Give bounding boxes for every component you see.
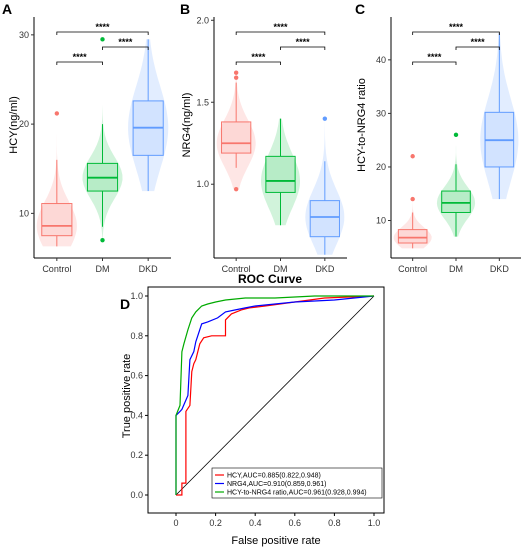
panel-d-letter: D (120, 296, 130, 312)
outlier-point (233, 70, 239, 75)
roc-y-tick-label: 1.0 (130, 291, 143, 301)
x-tick-label: Control (42, 264, 71, 274)
panel-a-letter: A (2, 1, 12, 17)
roc-series-2 (175, 295, 374, 495)
significance-label: **** (427, 52, 442, 62)
y-tick-label: 2.0 (196, 15, 209, 25)
significance-bracket (412, 61, 457, 65)
roc-plot-frame (147, 286, 385, 514)
y-tick-label: 20 (19, 119, 29, 129)
violin-control (216, 72, 256, 190)
roc-title: ROC Curve (238, 272, 302, 286)
significance-label: **** (118, 37, 133, 47)
significance-label: **** (95, 22, 110, 32)
y-tick-label: 30 (376, 108, 386, 118)
y-tick-label: 20 (376, 162, 386, 172)
x-tick-label: DKD (139, 264, 159, 274)
roc-x-tick-label: 0.8 (328, 518, 341, 528)
roc-y-axis-label: True positive rate (121, 354, 133, 439)
roc-x-axis-label: False positive rate (231, 535, 320, 547)
panel-c-boxplot: C HCY-to-NRG4 ratio 10 20 30 40 Control DM DKD… (355, 1, 521, 274)
outlier-point (453, 132, 459, 138)
significance-bracket (235, 61, 281, 65)
y-tick-label: 1.5 (196, 97, 209, 107)
panel-c-y-axis-label: HCY-to-NRG4 ratio (356, 78, 368, 172)
roc-diagonal-line (175, 295, 375, 496)
outlier-point (233, 186, 239, 192)
significance-bracket (412, 31, 500, 35)
y-tick-label: 10 (19, 208, 29, 218)
violin-dkd (480, 33, 519, 200)
outlier-point (410, 196, 415, 202)
outlier-point (322, 116, 328, 121)
y-tick-label: 30 (19, 30, 29, 40)
significance-bracket (280, 46, 326, 50)
panel-b-letter: B (180, 1, 190, 17)
roc-y-tick-label: 0.0 (130, 490, 143, 500)
y-tick-label: 40 (376, 55, 386, 65)
significance-bracket (56, 61, 103, 65)
outlier-point (100, 37, 105, 42)
significance-bracket (102, 46, 149, 50)
x-tick-label: DM (274, 264, 288, 274)
significance-bracket (455, 46, 500, 50)
significance-label: **** (296, 37, 311, 47)
significance-label: **** (273, 22, 288, 32)
outlier-point (54, 111, 60, 116)
panel-a-y-axis-label: HCY(ng/ml) (8, 96, 20, 153)
roc-y-tick-label: 0.8 (130, 331, 143, 341)
y-tick-label: 10 (376, 216, 386, 226)
roc-x-tick-label: 0 (173, 518, 178, 528)
significance-bracket (56, 31, 149, 35)
significance-label: **** (471, 37, 486, 47)
x-tick-label: DM (96, 264, 110, 274)
roc-series-1 (175, 295, 375, 495)
box-dm (441, 190, 471, 213)
box-dm (265, 155, 296, 193)
significance-label: **** (449, 22, 464, 32)
significance-label: **** (73, 52, 88, 62)
outlier-point (233, 75, 239, 80)
panel-b-y-axis-label: NRG4(ng/ml) (181, 93, 193, 158)
outlier-point (410, 154, 415, 159)
panel-a-boxplot: A HCY(ng/ml) 10 20 30 Control DM DKD **** **** *… (2, 1, 171, 274)
roc-legend-label: NRG4,AUC=0.910(0.859,0.961) (227, 481, 326, 488)
violin-dkd (128, 39, 169, 192)
box-control (221, 121, 252, 154)
violin-dm (261, 118, 300, 226)
roc-x-tick-label: 1.0 (368, 518, 381, 528)
x-tick-label: Control (398, 264, 427, 274)
significance-bracket (235, 31, 326, 35)
roc-legend-label: HCY,AUC=0.885(0.822,0.948) (227, 473, 321, 480)
roc-legend-box (211, 467, 383, 499)
box-control (41, 203, 73, 237)
violin-control (393, 156, 432, 249)
outlier-point (100, 237, 105, 243)
box-control (397, 229, 428, 244)
x-tick-label: Control (222, 264, 251, 274)
roc-y-tick-label: 0.4 (130, 410, 143, 420)
roc-y-tick-label: 0.6 (130, 371, 143, 381)
panel-d-roc: D ROC Curve False positive rate True pos… (120, 272, 385, 547)
roc-x-tick-label: 0.4 (249, 518, 262, 528)
roc-x-tick-label: 0.6 (289, 518, 302, 528)
box-dkd (309, 200, 340, 238)
y-tick-label: 1.0 (196, 179, 209, 189)
x-tick-label: DKD (490, 264, 510, 274)
x-tick-label: DKD (315, 264, 335, 274)
roc-legend-label: HCY-to-NRG4 ratio,AUC=0.961(0.928,0.994) (227, 490, 367, 497)
panel-c-letter: C (355, 1, 365, 17)
panel-b-boxplot: B NRG4(ng/ml) 1.0 1.5 2.0 Control DM DKD **** *… (180, 1, 347, 274)
roc-series-0 (176, 295, 375, 496)
roc-x-tick-label: 0.2 (209, 518, 222, 528)
significance-label: **** (251, 52, 266, 62)
x-tick-label: DM (449, 264, 463, 274)
roc-y-tick-label: 0.2 (130, 450, 143, 460)
